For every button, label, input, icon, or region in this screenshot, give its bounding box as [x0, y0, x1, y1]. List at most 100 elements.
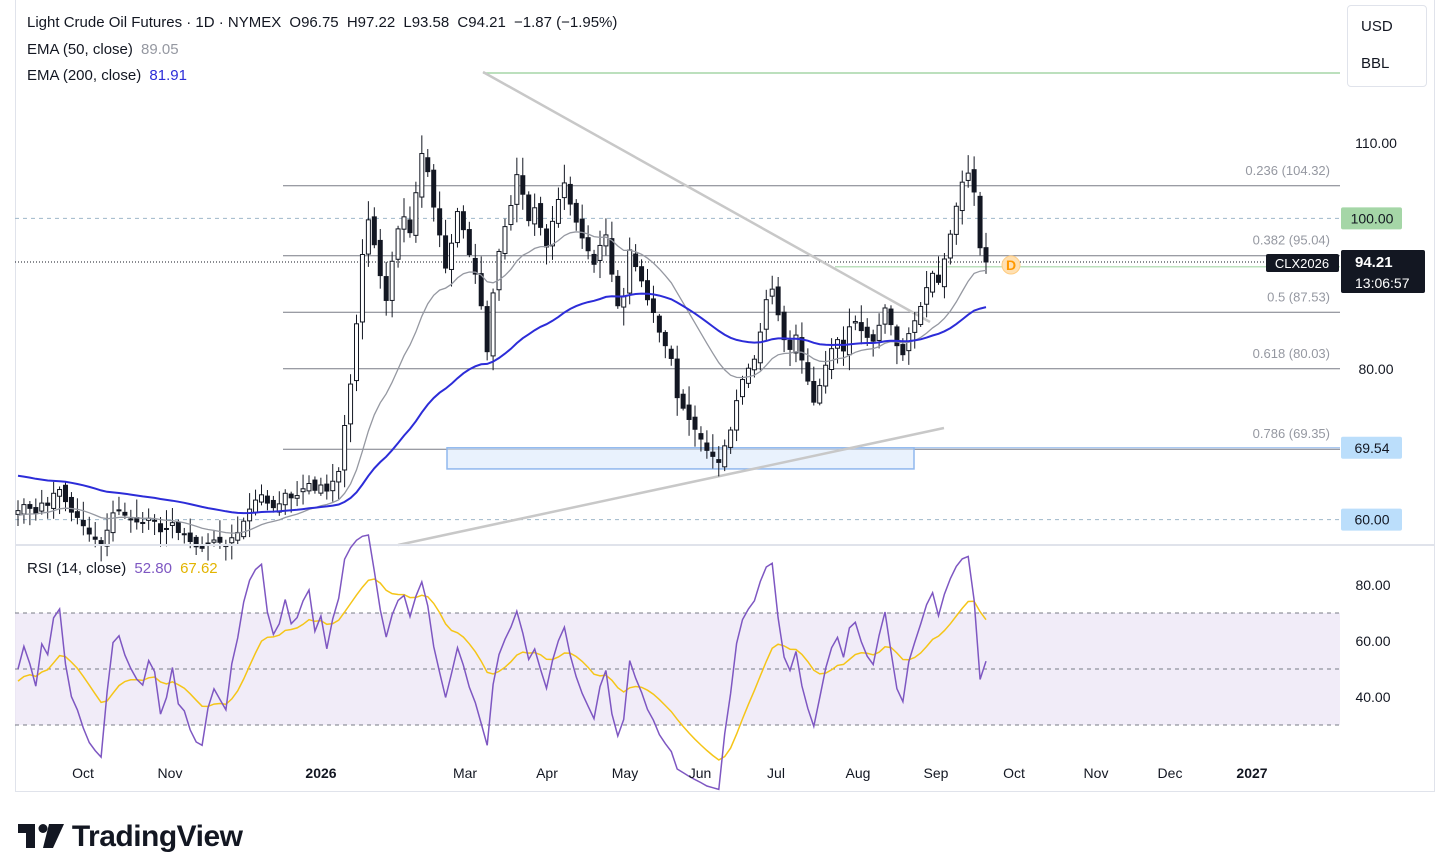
candle-body [437, 208, 443, 236]
candle-body [407, 219, 413, 234]
price-axis-tag [1341, 508, 1402, 531]
candle-body [294, 495, 300, 499]
price-axis-label: 110.00 [1355, 135, 1397, 151]
candle-body [288, 493, 294, 499]
ema50-label: EMA (50, close) [27, 41, 133, 58]
price-axis-label: 60.00 [1354, 512, 1389, 528]
candle-body [763, 299, 769, 330]
candle-body [953, 205, 959, 235]
candle-body [270, 499, 276, 509]
symbol-tag-label: CLX2026 [1275, 256, 1329, 271]
candle-body [21, 504, 27, 515]
time-axis-label: Oct [1003, 765, 1025, 781]
time-axis-label: Aug [846, 765, 871, 781]
time-axis-label: Nov [158, 765, 183, 781]
candle-body [846, 326, 852, 356]
rsi-legend[interactable]: RSI (14, close) 52.80 67.62 [27, 560, 218, 577]
candle-body [217, 536, 223, 543]
ema200-legend[interactable]: EMA (200, close) 81.91 [27, 67, 187, 84]
current-price-tag [1341, 250, 1425, 293]
dividend-marker [1001, 255, 1021, 275]
candle-body [336, 470, 342, 483]
candle-body [359, 253, 365, 323]
candle-body [633, 253, 639, 268]
candle-body [805, 362, 811, 382]
tradingview-logo-icon [18, 824, 64, 848]
candle-body [728, 429, 734, 448]
descending-trendline [482, 70, 931, 324]
candle-body [98, 540, 104, 545]
candle-body [514, 174, 520, 205]
candle-body [57, 489, 63, 497]
candle-body [567, 183, 573, 205]
candle-body [561, 182, 567, 199]
price-axis-tag [1341, 207, 1402, 230]
candle-body [472, 257, 478, 275]
price-axis-label: 55.26 [1354, 547, 1389, 563]
price-axis-label: 80.00 [1358, 361, 1393, 377]
candle-body [354, 323, 360, 382]
symbol-title[interactable]: Light Crude Oil Futures · 1D · NYMEX [27, 14, 282, 31]
candle-body [775, 286, 781, 316]
candle-body [324, 483, 330, 492]
candle-body [947, 233, 953, 259]
unit-selector[interactable] [1347, 5, 1427, 87]
candle-body [549, 220, 555, 247]
unit-button[interactable]: BBL [1361, 55, 1390, 72]
candle-body [300, 488, 306, 493]
change-value: −1.87 (−1.95%) [513, 14, 618, 31]
candle-body [983, 247, 989, 263]
candle-body [870, 334, 876, 342]
ema50-legend[interactable]: EMA (50, close) 89.05 [27, 41, 179, 58]
candle-body [282, 492, 288, 506]
candle-body [508, 205, 514, 226]
candle-body [318, 484, 324, 494]
candle-body [413, 192, 419, 236]
candle-body [68, 496, 74, 513]
candle-body [769, 288, 775, 297]
candle-body [116, 509, 122, 512]
candle-body [621, 295, 627, 308]
candle-body [918, 305, 924, 325]
candle-body [211, 539, 217, 543]
candle-body [615, 275, 621, 307]
currency-button[interactable]: USD [1361, 18, 1393, 35]
tradingview-logo[interactable]: TradingView [18, 820, 243, 854]
ema200-line [17, 292, 987, 515]
brand-name: TradingView [71, 820, 243, 853]
candle-body [555, 199, 561, 224]
candle-body [912, 320, 918, 333]
candle-body [864, 326, 870, 338]
price-axis-label: 69.54 [1354, 440, 1389, 456]
candle-body [799, 337, 805, 361]
time-axis-label: Oct [72, 765, 94, 781]
candle-body [342, 425, 348, 471]
price-chart[interactable]: 0.236 (104.32) 0.382 (95.04) 0.5 (87.53) 0.… [0, 0, 1449, 800]
candle-body [247, 508, 253, 522]
time-axis-label: 2027 [1236, 765, 1267, 781]
candle-body [86, 527, 92, 535]
candle-body [644, 280, 650, 301]
candle-body [692, 416, 698, 430]
high-value: H97.22 [346, 14, 396, 31]
candle-body [757, 331, 763, 364]
symbol-tag [1266, 254, 1339, 272]
candle-body [15, 510, 21, 515]
candle-body [698, 433, 704, 440]
candle-body [371, 216, 377, 246]
candle-body [751, 358, 757, 371]
candle-body [175, 521, 181, 533]
candle-body [264, 495, 270, 504]
time-axis-label: Jul [767, 765, 785, 781]
candle-body [229, 537, 235, 544]
current-price-label: 94.21 [1355, 254, 1393, 271]
candle-body [710, 451, 716, 457]
fib-level-label: 0.382 (95.04) [1253, 233, 1330, 248]
candle-body [935, 274, 941, 283]
candle-body [882, 307, 888, 325]
time-axis-label: Jun [689, 765, 712, 781]
time-axis-label: Mar [453, 765, 477, 781]
candle-body [128, 518, 134, 521]
candle-body [122, 511, 128, 516]
countdown-label: 13:06:57 [1355, 275, 1410, 291]
